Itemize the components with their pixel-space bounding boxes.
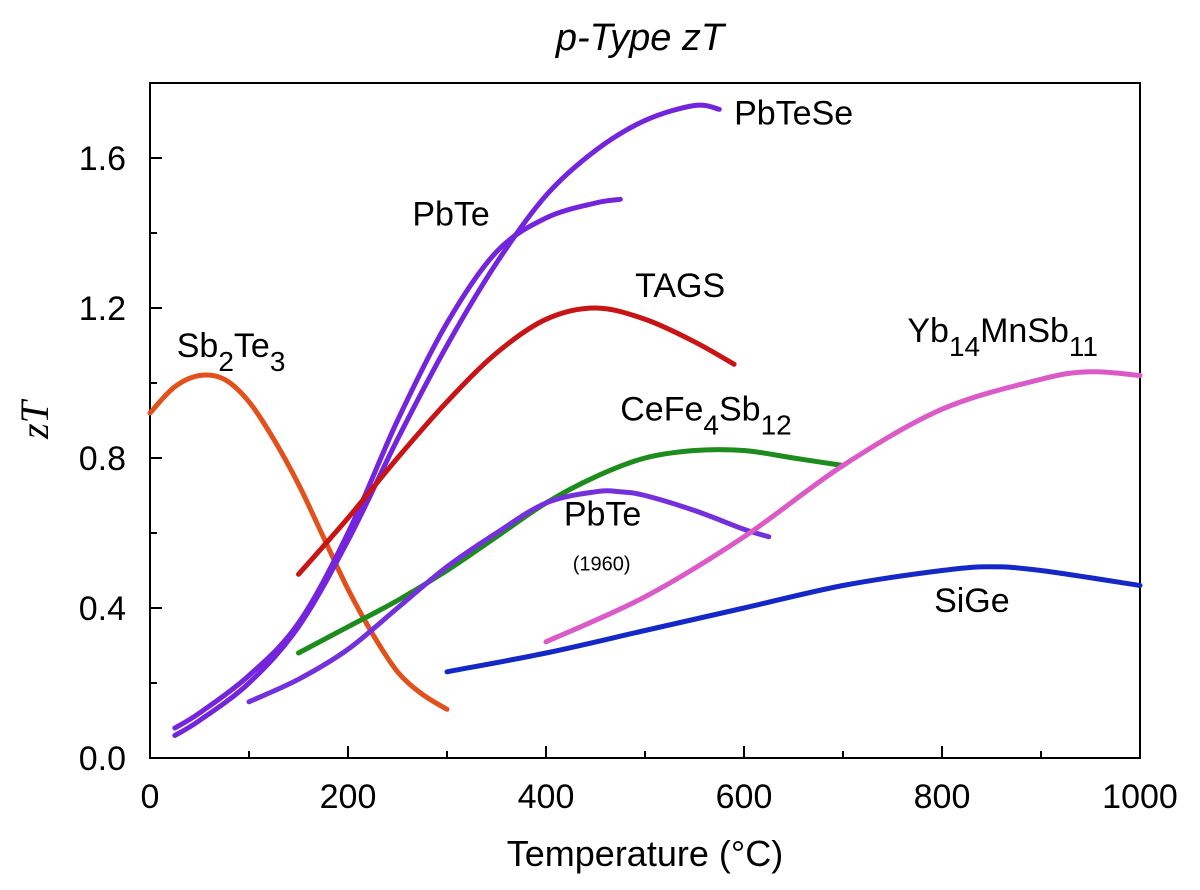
- y-tick-label: 0.4: [79, 590, 126, 628]
- curve-label: SiGe: [934, 582, 1010, 620]
- y-tick-label: 1.6: [79, 140, 126, 178]
- curve-label-text: Te: [234, 327, 270, 365]
- x-tick-label: 400: [518, 778, 575, 816]
- curve-label-subscript: 12: [761, 410, 792, 441]
- series-line-sige: [444, 564, 1143, 675]
- curve-label-note: (1960): [573, 554, 631, 576]
- series-line-pbtese: [172, 102, 722, 738]
- x-axis-label: Temperature (°C): [507, 833, 783, 874]
- curve-label-text: TAGS: [635, 267, 725, 305]
- curve-label: PbTe: [564, 496, 642, 534]
- curve-label-subscript: 3: [270, 346, 286, 377]
- curve-label: CeFe4Sb12: [620, 391, 791, 441]
- curve-label: TAGS: [635, 267, 725, 305]
- series-line-yb14mnsb11: [543, 369, 1143, 645]
- curve-label-text: MnSb: [980, 312, 1069, 350]
- curve-label-subscript: 11: [1069, 331, 1098, 362]
- curve-label-text: Sb: [719, 391, 761, 429]
- curve-label-subscript: 2: [218, 346, 234, 377]
- curve-label: PbTeSe: [734, 94, 853, 132]
- curve-label-text: PbTe: [564, 496, 642, 534]
- chart-title: p-Type zT: [555, 17, 727, 59]
- curve-label-text: CeFe: [620, 391, 703, 429]
- y-axis-label: zT: [12, 398, 57, 440]
- curve-label-text: Sb: [177, 327, 219, 365]
- curve-label-text: Yb: [907, 312, 949, 350]
- curve-label: Yb14MnSb11: [907, 312, 1098, 362]
- y-tick-label: 1.2: [79, 290, 126, 328]
- series-line-tags: [296, 305, 737, 577]
- x-tick-label: 200: [320, 778, 377, 816]
- series-line-cefe4sb12: [296, 447, 846, 656]
- x-tick-label: 0: [141, 778, 160, 816]
- curve-label-text: SiGe: [934, 582, 1010, 620]
- x-tick-label: 800: [914, 778, 971, 816]
- series-line-sb2te3: [147, 372, 450, 712]
- y-tick-label: 0.8: [79, 440, 126, 478]
- y-tick-label: 0.0: [79, 740, 126, 778]
- curve-label-subscript: 14: [949, 331, 980, 362]
- series-line-pbte: [172, 196, 623, 731]
- curve-label: PbTe: [412, 196, 490, 234]
- series-group: [147, 102, 1143, 738]
- curve-labels: PbTeSePbTeTAGSSb2Te3Yb14MnSb11CeFe4Sb12P…: [177, 94, 1098, 620]
- curve-label-text: PbTe: [412, 196, 490, 234]
- x-tick-label: 1000: [1102, 778, 1178, 816]
- curve-label-text: PbTeSe: [734, 94, 853, 132]
- curve-label-subscript: 4: [703, 410, 719, 441]
- axis-ticks: 0 200 400 600 800 1000 0.0 0.4 0.8 1.2 1.6: [79, 140, 1178, 816]
- series-line-pbte-1960: [246, 488, 772, 705]
- x-tick-label: 600: [716, 778, 773, 816]
- curve-label: Sb2Te3: [177, 327, 286, 377]
